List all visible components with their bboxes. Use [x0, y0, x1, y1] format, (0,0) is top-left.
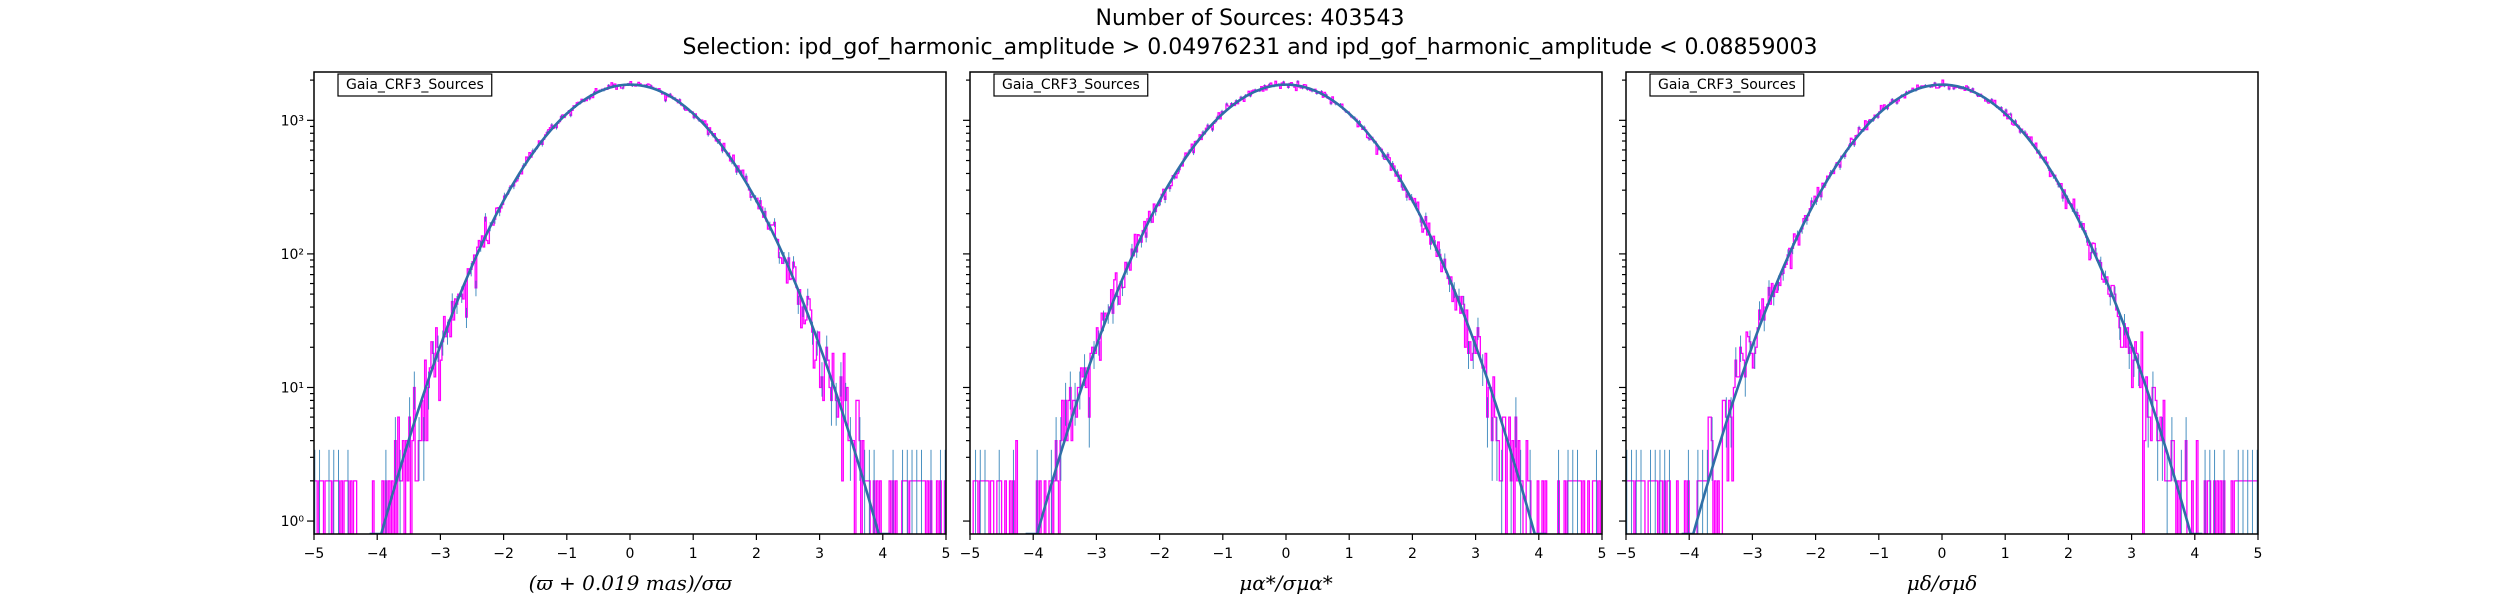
plot-region	[1626, 79, 2258, 534]
x-tick-label: 5	[2254, 546, 2263, 562]
x-tick-label: −2	[1805, 546, 1826, 562]
x-tick-label: 1	[1345, 546, 1354, 562]
x-axis-label: (ϖ + 0.019 mas)/σϖ	[529, 571, 733, 595]
figure-subtitle: Selection: ipd_gof_harmonic_amplitude > …	[682, 35, 1818, 60]
x-axis: −5 −4 −3 −2 −1 0 1 2 3 4 5	[304, 534, 951, 562]
error-bars	[975, 80, 1597, 534]
x-tick-label: −4	[1679, 546, 1700, 562]
gaussian-fit-curve	[369, 83, 891, 534]
x-tick-label: 4	[878, 546, 887, 562]
y-axis	[963, 79, 970, 522]
y-tick-label: 10⁰	[281, 514, 305, 530]
x-tick-label: 0	[626, 546, 635, 562]
gaussian-fit-curve	[1025, 83, 1547, 534]
axes-frame	[1625, 71, 2259, 535]
x-axis-label: μδ/σμδ	[1907, 571, 1977, 595]
x-tick-label: 3	[2127, 546, 2136, 562]
legend-label: Gaia_CRF3_Sources	[1658, 77, 1796, 93]
x-tick-label: 5	[942, 546, 951, 562]
x-tick-label: −1	[1212, 546, 1233, 562]
x-tick-label: −1	[556, 546, 577, 562]
x-tick-label: −2	[493, 546, 514, 562]
x-tick-label: −5	[304, 546, 325, 562]
x-tick-label: 2	[2064, 546, 2073, 562]
plot-region	[314, 80, 946, 534]
legend-box	[993, 73, 1149, 97]
figure-title: Number of Sources: 403543	[1095, 6, 1405, 31]
x-tick-label: −4	[367, 546, 388, 562]
x-tick-label: −2	[1149, 546, 1170, 562]
histogram-series	[314, 80, 946, 534]
error-bars	[314, 83, 946, 534]
x-tick-label: −3	[430, 546, 451, 562]
x-tick-label: −3	[1086, 546, 1107, 562]
x-tick-label: 0	[1282, 546, 1291, 562]
y-axis	[1619, 79, 1626, 522]
x-tick-label: 3	[1471, 546, 1480, 562]
plot-region	[972, 80, 1602, 534]
x-tick-label: 4	[2190, 546, 2199, 562]
legend: Gaia_CRF3_Sources	[337, 73, 493, 97]
x-tick-label: −1	[1868, 546, 1889, 562]
y-tick-label: 10³	[281, 113, 304, 129]
x-tick-label: −5	[960, 546, 981, 562]
x-tick-label: 3	[815, 546, 824, 562]
x-tick-label: 0	[1938, 546, 1947, 562]
x-tick-label: 2	[1408, 546, 1417, 562]
legend: Gaia_CRF3_Sources	[993, 73, 1149, 97]
x-tick-label: 1	[2001, 546, 2010, 562]
histogram-series	[972, 80, 1602, 534]
legend-label: Gaia_CRF3_Sources	[346, 77, 484, 93]
x-axis: −5 −4 −3 −2 −1 0 1 2 3 4 5	[960, 534, 1607, 562]
x-axis: −5 −4 −3 −2 −1 0 1 2 3 4 5	[1616, 534, 2263, 562]
x-axis-label: μα*/σμα*	[1239, 571, 1332, 595]
x-tick-label: 2	[752, 546, 761, 562]
x-tick-label: −4	[1023, 546, 1044, 562]
subplot-1: −5 −4 −3 −2 −1 0 1 2 3 4 5 10⁰ 10¹ 10² 10³ Gaia_CRF3_So…	[281, 71, 951, 595]
subplot-2: −5 −4 −3 −2 −1 0 1 2 3 4 5 Gaia_CRF3_Sources μα*/σμα…	[960, 71, 1607, 595]
x-tick-label: 5	[1598, 546, 1607, 562]
legend-label: Gaia_CRF3_Sources	[1002, 77, 1140, 93]
x-tick-label: −5	[1616, 546, 1637, 562]
x-tick-label: 4	[1534, 546, 1543, 562]
y-tick-label: 10¹	[281, 380, 304, 396]
x-tick-label: −3	[1742, 546, 1763, 562]
x-tick-label: 1	[689, 546, 698, 562]
subplot-3: −5 −4 −3 −2 −1 0 1 2 3 4 5 Gaia_CRF3_Sources μδ/σμδ	[1616, 71, 2263, 595]
gaussian-fit-curve	[1681, 83, 2203, 534]
y-tick-label: 10²	[281, 247, 304, 263]
y-axis: 10⁰ 10¹ 10² 10³	[281, 79, 314, 530]
legend-box	[337, 73, 493, 97]
error-bars	[1626, 81, 2258, 534]
legend: Gaia_CRF3_Sources	[1649, 73, 1805, 97]
histogram-series	[1626, 79, 2258, 534]
legend-box	[1649, 73, 1805, 97]
